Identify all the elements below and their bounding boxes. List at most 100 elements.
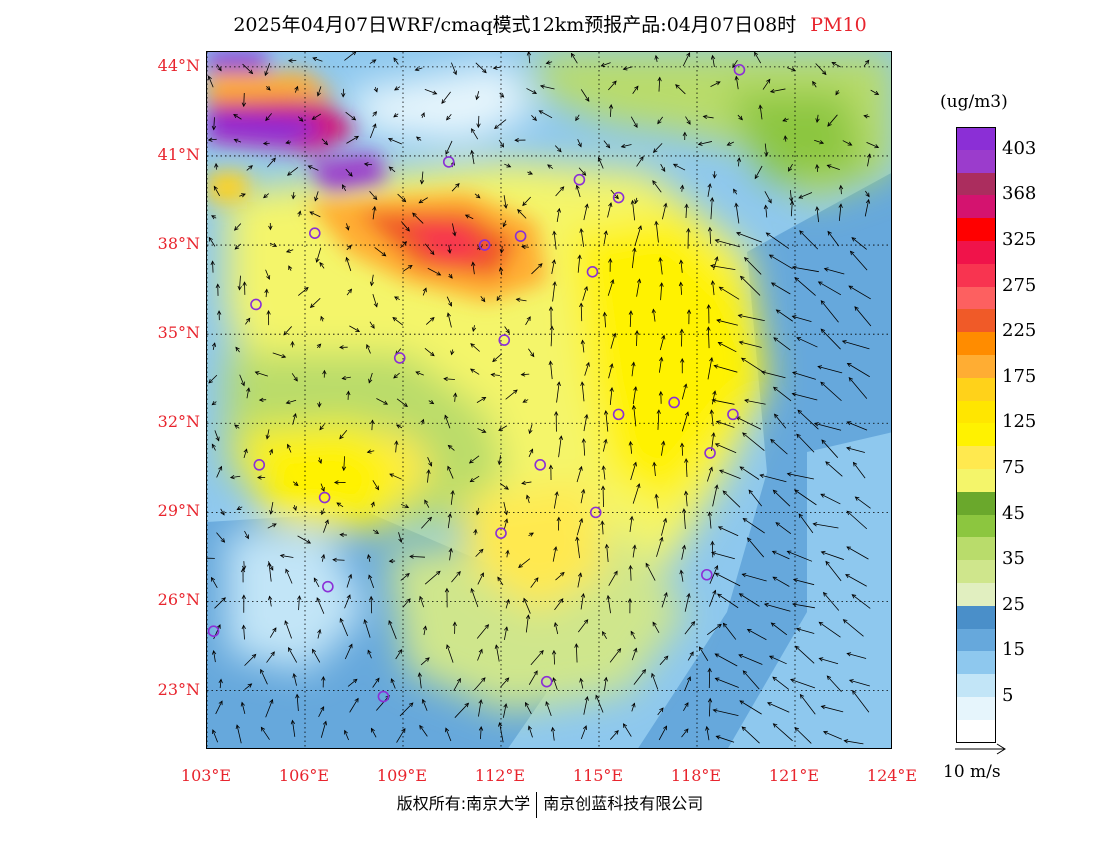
- wind-arrow: [645, 562, 656, 581]
- wind-arrow: [369, 123, 377, 139]
- wind-arrow: [681, 508, 687, 529]
- wind-arrow: [243, 448, 248, 459]
- wind-arrow: [714, 653, 738, 667]
- wind-arrow: [523, 597, 531, 614]
- wind-arrow: [522, 398, 529, 403]
- legend-swatch: [956, 218, 996, 241]
- wind-arrow: [332, 557, 345, 563]
- legend-swatch: [956, 719, 996, 743]
- wind-arrow: [285, 140, 292, 145]
- wind-arrow: [266, 651, 275, 663]
- legend-swatch: [956, 309, 996, 333]
- wind-arrow: [583, 695, 589, 715]
- wind-arrow: [709, 197, 715, 220]
- wind-arrow: [263, 193, 270, 199]
- wind-arrow: [600, 485, 606, 507]
- wind-arrow: [552, 230, 557, 250]
- wind-arrow: [739, 466, 760, 480]
- longitude-label: 103°E: [180, 766, 232, 785]
- wind-arrow: [333, 480, 346, 485]
- wind-arrow: [400, 573, 410, 581]
- wind-arrow: [577, 619, 589, 633]
- wind-arrow: [503, 626, 509, 640]
- wind-arrow: [367, 649, 372, 659]
- wind-arrow: [842, 619, 864, 637]
- wind-arrow: [399, 702, 414, 717]
- wind-arrow: [344, 643, 353, 660]
- wind-arrow: [477, 648, 483, 661]
- wind-reference-arrow-icon: [955, 743, 1006, 755]
- wind-arrow: [736, 157, 742, 167]
- wind-arrow: [580, 592, 586, 610]
- wind-arrow: [609, 648, 622, 663]
- wind-arrow: [320, 720, 328, 738]
- wind-arrow: [682, 52, 691, 67]
- wind-arrow: [812, 80, 817, 88]
- wind-arrow: [341, 184, 347, 192]
- wind-arrow: [363, 162, 373, 167]
- wind-arrow: [714, 677, 739, 688]
- wind-arrow: [675, 84, 686, 95]
- wind-arrow: [846, 421, 868, 431]
- wind-arrow: [402, 598, 411, 608]
- wind-arrow: [820, 300, 839, 323]
- wind-arrow: [503, 195, 508, 209]
- wind-arrow: [577, 138, 582, 148]
- wind-arrow: [470, 587, 479, 608]
- wind-arrow: [531, 115, 537, 122]
- wind-arrow: [292, 412, 297, 425]
- wind-arrow: [372, 205, 377, 220]
- wind-arrow: [319, 261, 325, 269]
- wind-arrow: [583, 413, 589, 432]
- wind-arrow: [608, 570, 618, 586]
- wind-arrow: [547, 164, 554, 169]
- wind-arrow: [842, 140, 853, 146]
- wind-arrow: [521, 244, 529, 250]
- wind-arrow: [504, 326, 510, 334]
- wind-arrow: [715, 420, 735, 428]
- wind-arrow: [469, 475, 480, 483]
- wind-arrow: [233, 223, 242, 231]
- wind-arrow: [733, 188, 738, 195]
- wind-arrow: [719, 469, 741, 479]
- wind-arrow: [554, 145, 562, 153]
- wind-arrow: [772, 676, 790, 690]
- wind-arrow: [265, 698, 274, 718]
- wind-arrow: [428, 400, 435, 405]
- wind-arrow: [236, 506, 243, 510]
- wind-arrow: [579, 302, 584, 322]
- wind-arrow: [846, 546, 869, 560]
- station-marker: [393, 352, 406, 364]
- wind-arrow: [825, 560, 842, 582]
- legend-swatch: [956, 423, 996, 447]
- wind-arrow: [316, 86, 322, 97]
- wind-arrow: [772, 723, 793, 742]
- wind-arrow: [679, 569, 684, 582]
- wind-arrow: [211, 117, 217, 131]
- wind-arrow: [539, 84, 555, 90]
- station-marker: [733, 64, 746, 76]
- wind-arrow: [373, 86, 378, 93]
- wind-arrow: [452, 621, 457, 634]
- wind-arrow: [441, 91, 451, 104]
- wind-arrow: [450, 489, 455, 505]
- wind-arrow: [267, 561, 272, 582]
- wind-arrow: [651, 672, 659, 690]
- wind-arrow: [445, 140, 453, 155]
- wind-arrow: [580, 488, 586, 504]
- wind-arrow: [714, 238, 741, 248]
- wind-arrow: [815, 114, 820, 123]
- wind-arrow: [686, 309, 692, 325]
- wind-arrow: [846, 446, 865, 453]
- legend-swatch: [956, 127, 996, 150]
- wind-arrow: [476, 396, 487, 403]
- wind-arrow: [320, 315, 325, 322]
- wind-arrow: [852, 689, 870, 713]
- wind-arrow: [849, 250, 868, 271]
- wind-arrow: [525, 316, 531, 326]
- wind-arrow: [767, 702, 790, 713]
- wind-arrow: [445, 727, 452, 742]
- wind-arrow: [656, 536, 664, 557]
- wind-arrow: [369, 595, 374, 614]
- wind-arrow: [288, 58, 297, 63]
